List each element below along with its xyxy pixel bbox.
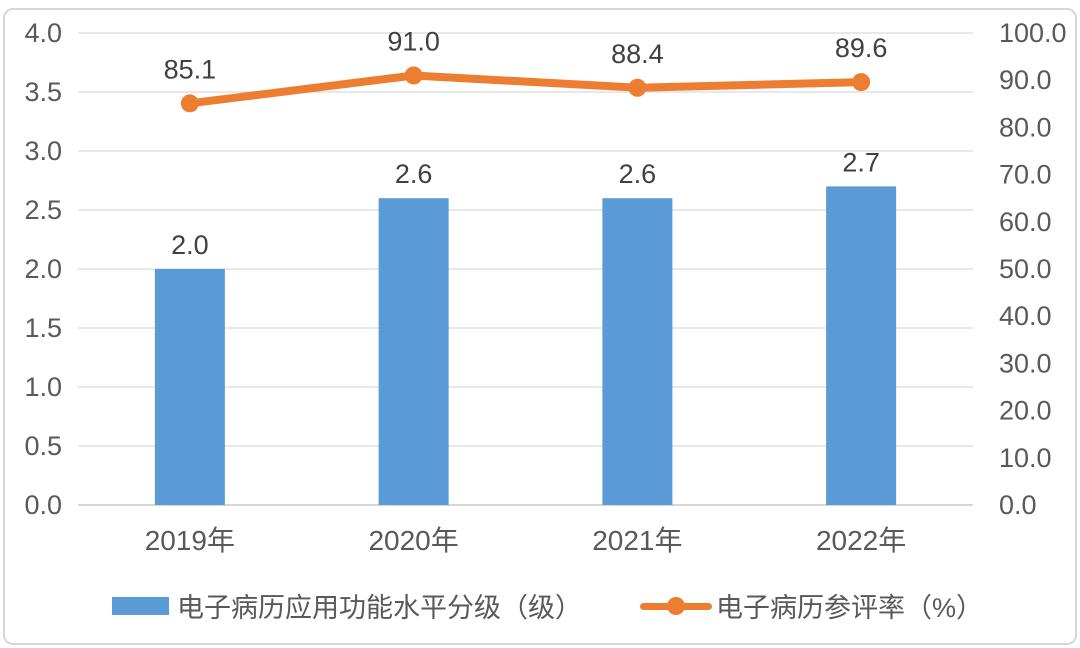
- left-axis-tick-label: 3.0: [24, 136, 62, 166]
- left-axis-tick-label: 1.0: [24, 372, 62, 402]
- bar-data-label: 2.6: [619, 159, 657, 189]
- bar-data-label: 2.6: [395, 159, 433, 189]
- bar-data-label: 2.7: [842, 147, 880, 177]
- legend-label-bar-series: 电子病历应用功能水平分级（级）: [177, 593, 582, 623]
- legend: 电子病历应用功能水平分级（级） 电子病历参评率（%）: [112, 586, 983, 625]
- left-axis-tick-label: 0.0: [24, 490, 62, 520]
- line-data-label: 88.4: [611, 39, 664, 69]
- x-axis-category-label: 2019年: [145, 525, 235, 556]
- bar: [826, 186, 897, 505]
- right-axis-tick-label: 0.0: [999, 490, 1037, 520]
- x-axis-category-label: 2021年: [592, 525, 682, 556]
- right-axis-tick-label: 70.0: [999, 160, 1052, 190]
- right-axis-tick-label: 50.0: [999, 254, 1052, 284]
- right-axis-tick-label: 90.0: [999, 65, 1052, 95]
- line-data-label: 89.6: [835, 33, 888, 63]
- bar: [378, 198, 449, 505]
- bar: [154, 269, 225, 505]
- left-axis-tick-label: 0.5: [24, 431, 62, 461]
- left-axis-tick-label: 3.5: [24, 77, 62, 107]
- line-series-marker-icon: [640, 596, 712, 615]
- x-axis-category-label: 2022年: [816, 525, 906, 556]
- line-point-marker: [180, 94, 199, 113]
- right-axis-tick-label: 20.0: [999, 396, 1052, 426]
- left-axis-tick-label: 2.0: [24, 254, 62, 284]
- left-axis-tick-label: 1.5: [24, 313, 62, 343]
- bar-series-swatch-icon: [112, 596, 169, 615]
- left-axis-tick-label: 4.0: [24, 18, 62, 48]
- right-axis-tick-label: 60.0: [999, 207, 1052, 237]
- left-axis-tick-label: 2.5: [24, 195, 62, 225]
- legend-item-bar-series: 电子病历应用功能水平分级（级）: [112, 586, 582, 625]
- right-axis-tick-label: 100.0: [999, 18, 1067, 48]
- line-point-marker: [404, 66, 423, 85]
- bar-data-label: 2.0: [171, 230, 209, 260]
- line-point-marker: [852, 73, 871, 92]
- right-axis-tick-label: 40.0: [999, 301, 1052, 331]
- bar: [602, 198, 673, 505]
- line-data-label: 91.0: [387, 26, 440, 56]
- x-axis-category-label: 2020年: [368, 525, 458, 556]
- legend-label-line-series: 电子病历参评率（%）: [716, 593, 984, 623]
- legend-item-line-series: 电子病历参评率（%）: [640, 586, 983, 625]
- line-point-marker: [628, 78, 647, 97]
- right-axis-tick-label: 30.0: [999, 348, 1052, 378]
- line-series-path: [185, 71, 866, 108]
- right-axis-tick-label: 80.0: [999, 112, 1052, 142]
- right-axis-tick-label: 10.0: [999, 443, 1052, 473]
- line-data-label: 85.1: [164, 54, 217, 84]
